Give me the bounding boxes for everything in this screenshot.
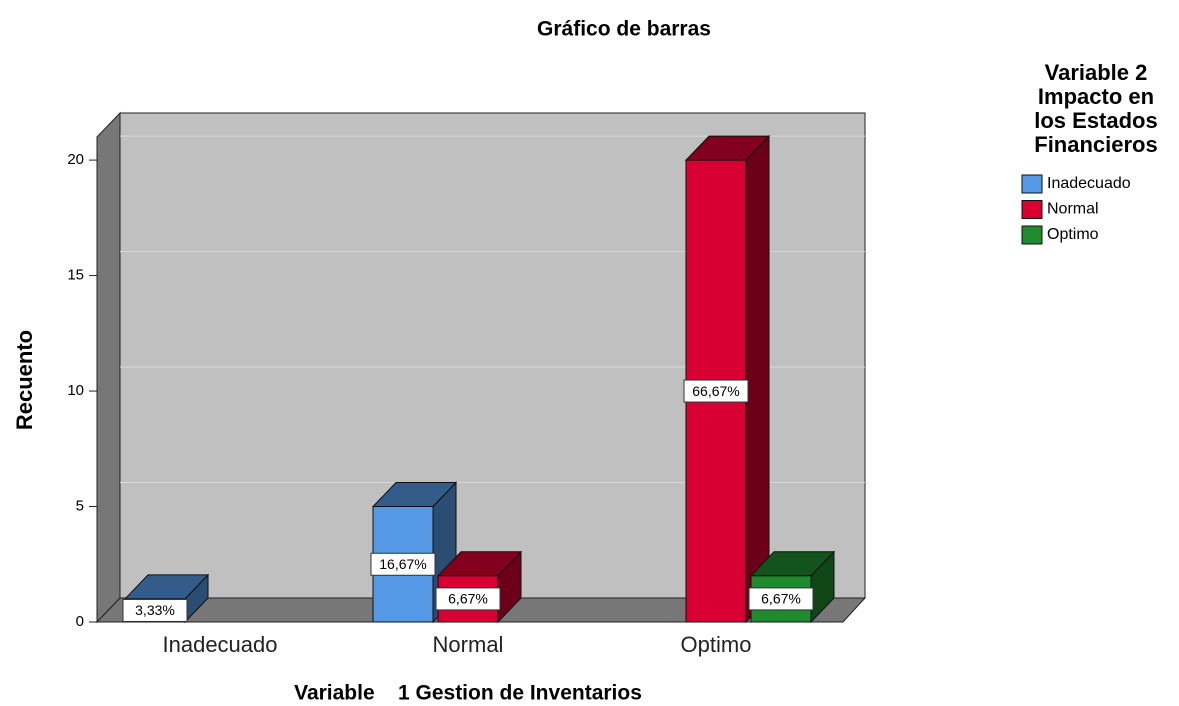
bar-side xyxy=(745,134,770,624)
chart-title: Gráfico de barras xyxy=(537,18,711,41)
legend-swatch xyxy=(1021,200,1043,219)
value-label-box xyxy=(370,552,436,576)
legend-title: Financieros xyxy=(1034,132,1157,157)
legend-label: Normal xyxy=(1047,201,1099,218)
value-label: 6,67% xyxy=(448,591,488,607)
value-label: 66,67% xyxy=(692,383,739,399)
value-label: 3,33% xyxy=(135,602,175,618)
legend-title: Impacto en xyxy=(1038,84,1154,109)
y-tick-label: 5 xyxy=(76,497,84,514)
x-axis-label: Variable 1 Gestion de Inventarios xyxy=(294,682,642,705)
x-tick-label: Optimo xyxy=(681,632,752,657)
y-tick-label: 0 xyxy=(76,613,84,630)
legend-label: Optimo xyxy=(1047,226,1099,243)
legend-swatch xyxy=(1021,174,1043,194)
legend-swatch xyxy=(1021,225,1043,245)
y-tick-label: 10 xyxy=(67,382,84,399)
legend-title: Variable 2 xyxy=(1045,60,1148,85)
y-tick-label: 20 xyxy=(67,151,84,168)
y-tick-label: 15 xyxy=(67,267,84,284)
legend-title: los Estados xyxy=(1034,108,1157,133)
legend-label: Inadecuado xyxy=(1047,175,1131,192)
left-wall xyxy=(96,111,121,624)
x-tick-label: Inadecuado xyxy=(163,632,278,657)
value-label-box xyxy=(435,587,501,611)
x-tick-label: Normal xyxy=(433,632,504,657)
value-label: 16,67% xyxy=(379,556,426,572)
value-label: 6,67% xyxy=(761,591,801,607)
y-axis-label: Recuento xyxy=(12,330,37,430)
value-label-box xyxy=(748,587,814,611)
value-label-box xyxy=(683,379,749,403)
value-label-box xyxy=(122,598,188,622)
